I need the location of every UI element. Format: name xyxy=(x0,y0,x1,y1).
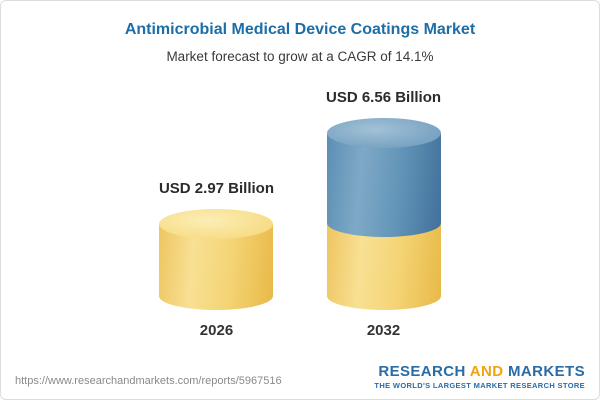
bar-chart: USD 2.97 Billion 2026 USD 6.56 Billion 2… xyxy=(1,1,599,339)
chart-subtitle: Market forecast to grow at a CAGR of 14.… xyxy=(166,49,434,64)
cylinder-top-2032 xyxy=(326,118,441,148)
report-url-link[interactable]: https://www.researchandmarkets.com/repor… xyxy=(15,375,282,387)
logo-word-and: AND xyxy=(469,363,504,381)
cylinder-top-2026 xyxy=(159,209,274,239)
research-and-markets-logo: RESEARCH AND MARKETS THE WORLD'S LARGEST… xyxy=(374,363,585,391)
logo-wordmark: RESEARCH AND MARKETS xyxy=(374,363,585,380)
logo-word-research: RESEARCH xyxy=(378,363,466,381)
value-label-2032: USD 6.56 Billion xyxy=(326,89,442,106)
cylinder-growth-segment-2032 xyxy=(326,133,441,237)
cylinder-base-segment-2032 xyxy=(326,224,441,310)
cylinder-2026 xyxy=(159,209,274,310)
category-label-2026: 2026 xyxy=(199,322,234,339)
value-label-2026: USD 2.97 Billion xyxy=(158,180,274,197)
cylinder-2032 xyxy=(326,118,441,310)
bar-group-2032: USD 6.56 Billion 2032 xyxy=(326,89,441,339)
logo-word-markets: MARKETS xyxy=(508,363,585,381)
chart-title: Antimicrobial Medical Device Coatings Ma… xyxy=(124,21,476,38)
footer: https://www.researchandmarkets.com/repor… xyxy=(15,363,585,391)
category-label-2032: 2032 xyxy=(366,322,401,339)
bar-group-2026: USD 2.97 Billion 2026 xyxy=(159,180,274,339)
logo-tagline: THE WORLD'S LARGEST MARKET RESEARCH STOR… xyxy=(374,381,585,391)
